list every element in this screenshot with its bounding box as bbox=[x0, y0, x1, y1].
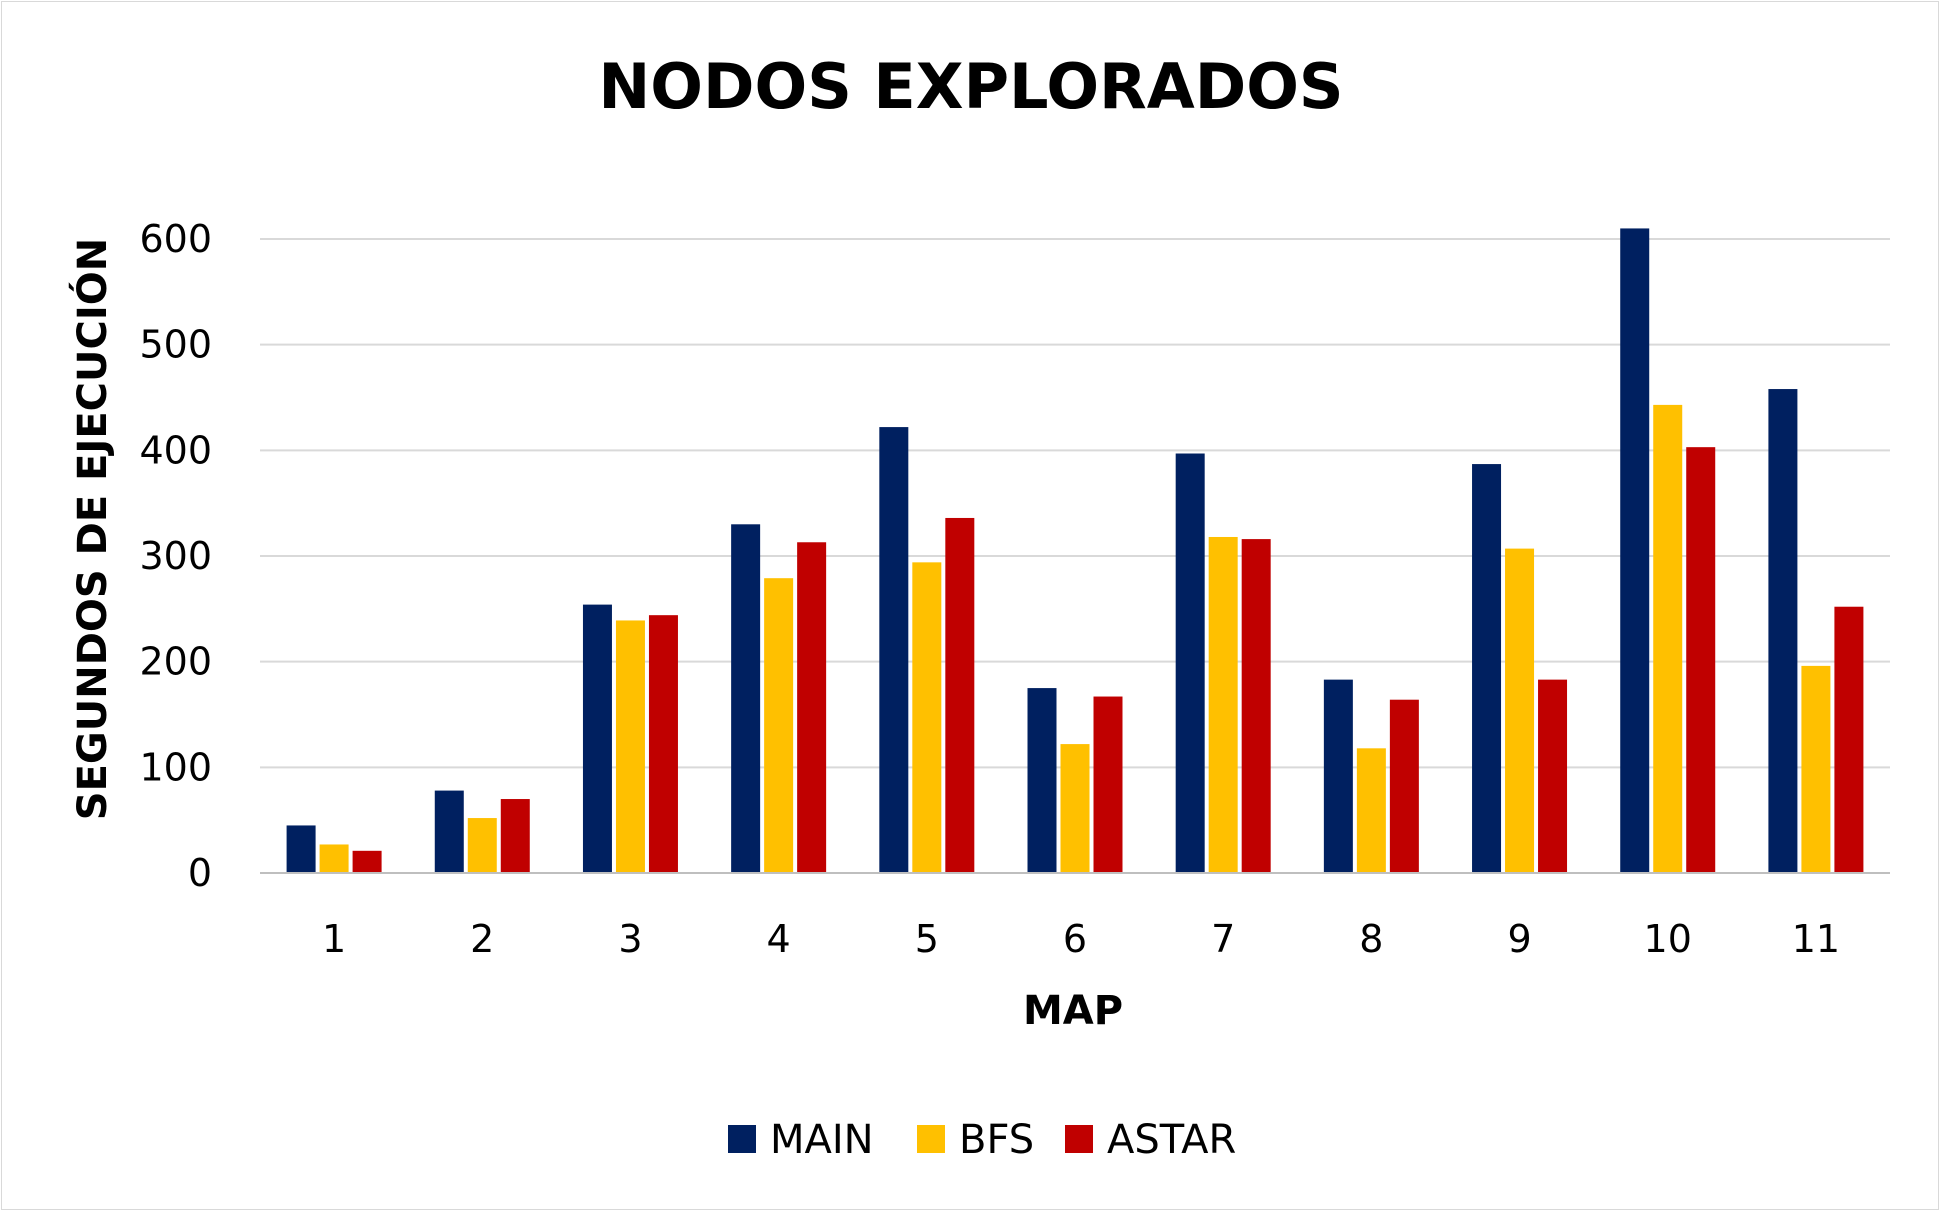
x-tick-label: 8 bbox=[1359, 917, 1383, 961]
bar-main-map-6 bbox=[1027, 688, 1057, 873]
bar-bfs-map-6 bbox=[1060, 744, 1090, 873]
bar-bfs-map-11 bbox=[1801, 665, 1831, 873]
bar-astar-map-9 bbox=[1538, 679, 1568, 873]
legend-swatch bbox=[1065, 1125, 1093, 1153]
y-tick-label: 200 bbox=[139, 640, 212, 684]
bar-astar-map-8 bbox=[1389, 699, 1419, 873]
bar-bfs-map-8 bbox=[1356, 748, 1386, 873]
bar-main-map-5 bbox=[879, 427, 909, 873]
y-tick-label: 500 bbox=[139, 323, 212, 367]
bar-astar-map-5 bbox=[945, 517, 975, 873]
legend-item-astar: ASTAR bbox=[1065, 1117, 1236, 1163]
legend-item-main: MAIN bbox=[728, 1117, 874, 1163]
x-tick-label: 11 bbox=[1792, 917, 1840, 961]
bar-bfs-map-5 bbox=[912, 562, 942, 873]
gridlines bbox=[260, 238, 1890, 769]
bar-astar-map-11 bbox=[1834, 606, 1864, 873]
legend-label: BFS bbox=[959, 1117, 1034, 1163]
legend-item-bfs: BFS bbox=[917, 1117, 1034, 1163]
bar-main-map-2 bbox=[434, 790, 464, 873]
bar-bfs-map-3 bbox=[615, 620, 645, 873]
bar-main-map-1 bbox=[286, 825, 316, 873]
bar-astar-map-6 bbox=[1093, 696, 1123, 873]
legend: MAIN BFS ASTAR bbox=[728, 1117, 1236, 1163]
bar-bfs-map-4 bbox=[764, 578, 794, 873]
x-tick-label: 4 bbox=[767, 917, 791, 961]
bar-astar-map-3 bbox=[648, 615, 678, 873]
chart-title: NODOS EXPLORADOS bbox=[598, 50, 1343, 123]
legend-swatch bbox=[728, 1125, 756, 1153]
bar-astar-map-7 bbox=[1241, 539, 1271, 873]
bar-bfs-map-7 bbox=[1208, 536, 1238, 873]
x-tick-label: 2 bbox=[470, 917, 494, 961]
bar-bfs-map-10 bbox=[1653, 404, 1683, 873]
legend-label: ASTAR bbox=[1107, 1117, 1236, 1163]
y-axis-ticks: 0 100 200 300 400 500 600 bbox=[139, 217, 212, 895]
bar-bfs-map-9 bbox=[1505, 548, 1535, 873]
legend-label: MAIN bbox=[770, 1117, 874, 1163]
bar-main-map-10 bbox=[1620, 228, 1650, 873]
y-tick-label: 0 bbox=[188, 851, 212, 895]
y-tick-label: 400 bbox=[139, 428, 212, 472]
bar-bfs-map-2 bbox=[467, 818, 497, 873]
bars bbox=[286, 228, 1864, 873]
x-tick-label: 9 bbox=[1507, 917, 1531, 961]
bar-bfs-map-1 bbox=[319, 844, 349, 873]
bar-main-map-8 bbox=[1323, 679, 1353, 873]
bar-main-map-11 bbox=[1768, 389, 1798, 873]
x-tick-label: 6 bbox=[1063, 917, 1087, 961]
bar-astar-map-1 bbox=[352, 850, 382, 873]
x-axis-ticks: 1 2 3 4 5 6 7 8 9 10 11 bbox=[322, 917, 1840, 961]
x-axis-title: MAP bbox=[1023, 988, 1123, 1034]
bar-astar-map-2 bbox=[500, 799, 530, 873]
y-tick-label: 100 bbox=[139, 745, 212, 789]
y-tick-label: 300 bbox=[139, 534, 212, 578]
y-axis-title: SEGUNDOS DE EJECUCIÓN bbox=[68, 238, 116, 820]
x-tick-label: 1 bbox=[322, 917, 346, 961]
bar-astar-map-4 bbox=[797, 542, 827, 873]
bar-main-map-9 bbox=[1472, 464, 1502, 873]
bar-astar-map-10 bbox=[1686, 447, 1716, 873]
bar-main-map-3 bbox=[582, 604, 612, 873]
bar-main-map-4 bbox=[731, 524, 761, 873]
x-tick-label: 3 bbox=[618, 917, 642, 961]
bar-main-map-7 bbox=[1175, 453, 1205, 873]
y-tick-label: 600 bbox=[139, 217, 212, 261]
x-tick-label: 5 bbox=[915, 917, 939, 961]
x-tick-label: 7 bbox=[1211, 917, 1235, 961]
x-tick-label: 10 bbox=[1644, 917, 1692, 961]
legend-swatch bbox=[917, 1125, 945, 1153]
